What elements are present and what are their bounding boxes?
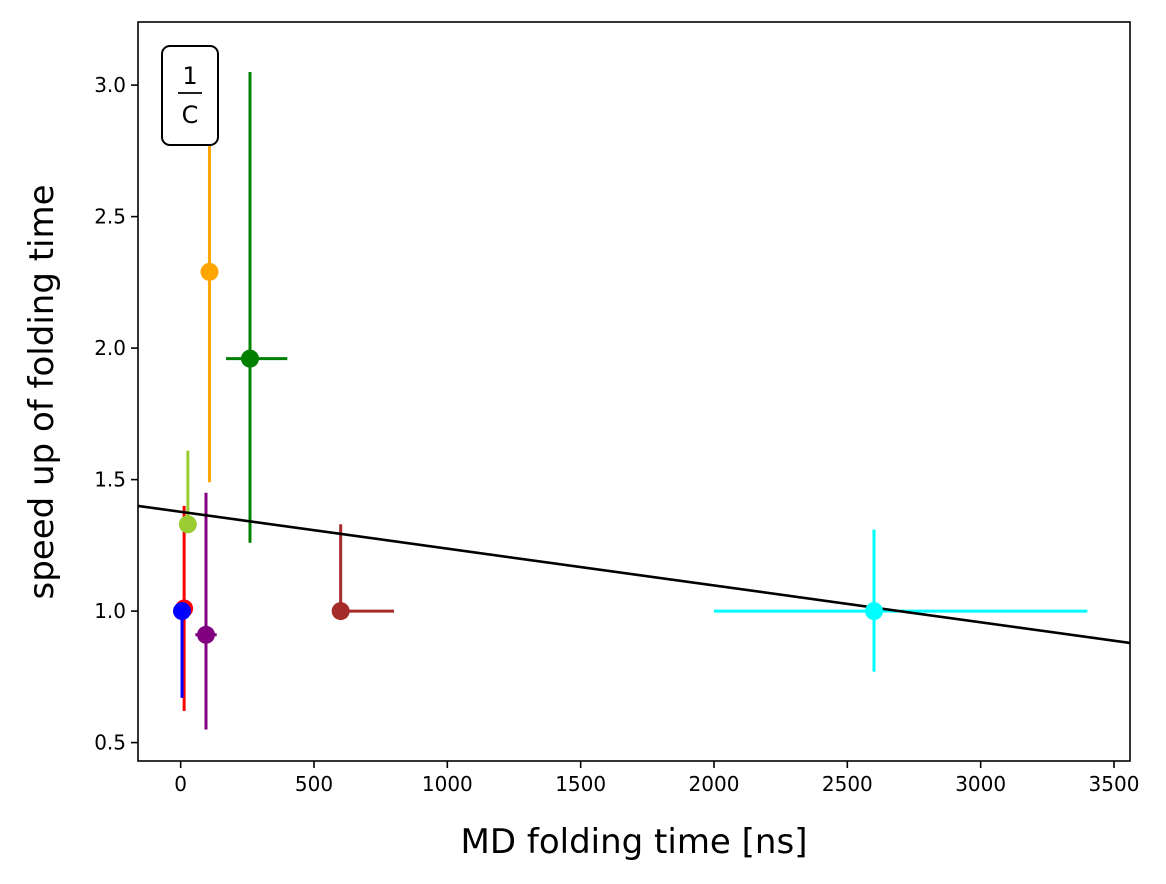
data-point xyxy=(173,602,191,621)
y-tick-label: 2.0 xyxy=(94,336,126,360)
x-axis-title: MD folding time [ns] xyxy=(461,822,808,862)
y-tick-label: 2.5 xyxy=(94,205,126,229)
x-tick-label: 3000 xyxy=(955,772,1006,796)
legend-numerator: 1 xyxy=(182,62,197,90)
y-tick-label: 1.5 xyxy=(94,468,126,492)
data-point xyxy=(865,602,883,621)
x-tick-label: 1500 xyxy=(555,772,606,796)
y-axis-title: speed up of folding time xyxy=(22,184,62,599)
x-tick-label: 500 xyxy=(295,772,333,796)
data-point xyxy=(241,349,259,368)
fit-line xyxy=(138,504,1130,645)
legend-box-frame xyxy=(161,45,219,146)
data-point xyxy=(331,602,350,621)
axis-ticks: 0 500 1000 1500 2000 2500 3000 3500 0.5 1.0 1.5 2.0… xyxy=(94,73,1139,796)
x-tick-label: 3500 xyxy=(1089,772,1140,796)
plot-frame xyxy=(137,21,1131,762)
data-point xyxy=(197,625,215,644)
data-point xyxy=(178,515,197,534)
y-tick-label: 3.0 xyxy=(94,73,126,97)
y-tick-label: 0.5 xyxy=(94,731,126,755)
x-tick-label: 2000 xyxy=(689,772,740,796)
x-tick-label: 2500 xyxy=(822,772,873,796)
plot-data-layer xyxy=(138,71,1130,730)
legend-box: 1 C xyxy=(161,45,219,146)
data-point xyxy=(200,262,219,281)
legend-denominator: C xyxy=(182,101,199,129)
x-tick-label: 1000 xyxy=(422,772,473,796)
y-tick-label: 1.0 xyxy=(94,599,126,623)
x-tick-label: 0 xyxy=(174,772,187,796)
